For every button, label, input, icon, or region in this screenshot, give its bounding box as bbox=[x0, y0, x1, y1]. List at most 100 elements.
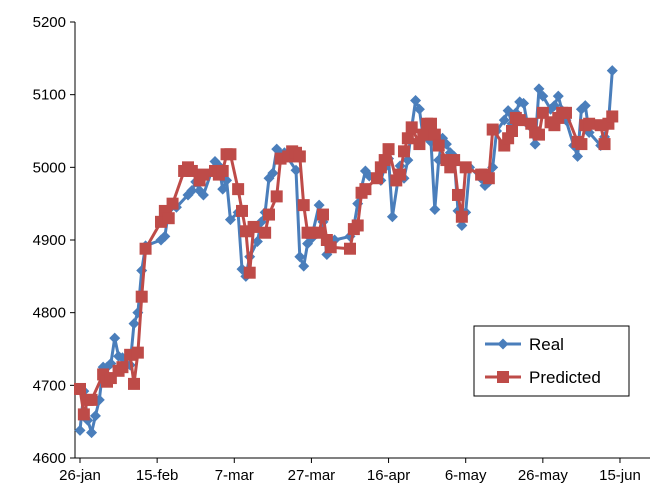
y-tick-label: 5200 bbox=[33, 14, 66, 31]
data-point-predicted bbox=[74, 382, 86, 395]
data-point-predicted bbox=[382, 143, 395, 156]
data-point-real bbox=[572, 150, 584, 162]
data-point-predicted bbox=[243, 266, 256, 279]
x-tick-label: 15-feb bbox=[136, 467, 179, 484]
legend-label: Predicted bbox=[529, 368, 601, 387]
series-layer bbox=[74, 65, 619, 439]
data-point-predicted bbox=[359, 183, 372, 196]
legend-items: Real Predicted bbox=[485, 335, 601, 387]
data-point-real bbox=[537, 90, 549, 102]
data-point-real bbox=[429, 203, 441, 215]
data-point-real bbox=[186, 185, 198, 197]
data-point-predicted bbox=[397, 145, 410, 158]
y-tick-label: 4900 bbox=[33, 232, 66, 249]
data-point-real bbox=[159, 230, 171, 242]
legend-box bbox=[473, 325, 630, 397]
data-point-predicted bbox=[343, 242, 356, 255]
data-point-real bbox=[86, 427, 98, 439]
data-point-predicted bbox=[85, 393, 98, 406]
data-point-predicted bbox=[513, 114, 526, 127]
data-point-predicted bbox=[451, 188, 464, 201]
data-point-predicted bbox=[432, 139, 445, 152]
data-point-predicted bbox=[532, 128, 545, 141]
data-point-predicted bbox=[598, 138, 611, 151]
data-point-real bbox=[109, 332, 121, 344]
data-point-predicted bbox=[394, 168, 407, 181]
data-point-predicted bbox=[455, 210, 468, 223]
x-tick-label: 27-mar bbox=[288, 467, 336, 484]
data-point-real bbox=[298, 260, 310, 272]
data-point-real bbox=[313, 199, 325, 211]
data-point-predicted bbox=[232, 183, 245, 196]
y-tick-label: 5100 bbox=[33, 87, 66, 104]
data-point-real bbox=[386, 211, 398, 223]
data-point-predicted bbox=[459, 161, 472, 174]
data-point-predicted bbox=[127, 377, 140, 390]
data-point-predicted bbox=[224, 148, 237, 161]
data-point-real bbox=[224, 214, 236, 226]
data-point-real bbox=[529, 138, 541, 150]
x-tick-label: 6-may bbox=[445, 467, 487, 484]
legend-item-predicted: Predicted bbox=[485, 368, 601, 387]
y-tick-label: 4600 bbox=[33, 450, 66, 467]
data-point-predicted bbox=[116, 361, 129, 374]
data-point-predicted bbox=[575, 138, 588, 151]
data-point-predicted bbox=[405, 121, 418, 134]
data-point-predicted bbox=[293, 150, 306, 163]
y-axis-ticks: 4600 4700 4800 4900 5000 5100 5200 bbox=[33, 14, 75, 467]
data-point-predicted bbox=[417, 128, 430, 141]
data-point-predicted bbox=[424, 117, 437, 130]
data-point-predicted bbox=[428, 128, 441, 141]
data-point-predicted bbox=[247, 220, 260, 233]
data-point-predicted bbox=[77, 408, 90, 421]
data-point-real bbox=[498, 114, 510, 126]
data-point-predicted bbox=[413, 138, 426, 151]
data-point-real bbox=[294, 251, 306, 263]
x-tick-label: 26-jan bbox=[59, 467, 101, 484]
data-point-predicted bbox=[139, 242, 152, 255]
data-point-real bbox=[128, 318, 140, 330]
legend-square-marker bbox=[497, 371, 509, 383]
x-tick-label: 26-may bbox=[518, 467, 569, 484]
data-point-real bbox=[518, 97, 530, 109]
data-point-real bbox=[89, 410, 101, 422]
data-point-predicted bbox=[583, 117, 596, 130]
data-point-predicted bbox=[606, 110, 619, 123]
data-point-predicted bbox=[259, 226, 272, 239]
y-tick-label: 4700 bbox=[33, 377, 66, 394]
legend-diamond-marker bbox=[497, 338, 509, 350]
data-point-predicted bbox=[370, 172, 383, 185]
data-point-predicted bbox=[559, 106, 572, 119]
data-point-predicted bbox=[401, 132, 414, 145]
data-point-predicted bbox=[270, 190, 283, 203]
data-point-predicted bbox=[486, 123, 499, 136]
data-point-predicted bbox=[216, 164, 229, 177]
data-point-predicted bbox=[297, 199, 310, 212]
x-axis-ticks: 26-jan 15-feb 7-mar 27-mar 16-apr 6-may 26-may… bbox=[59, 458, 641, 484]
data-point-predicted bbox=[316, 208, 329, 221]
data-point-predicted bbox=[197, 168, 210, 181]
data-point-predicted bbox=[536, 106, 549, 119]
data-point-predicted bbox=[135, 290, 148, 303]
data-point-real bbox=[552, 90, 564, 102]
data-point-predicted bbox=[185, 164, 198, 177]
data-point-predicted bbox=[351, 219, 364, 232]
data-point-predicted bbox=[324, 241, 337, 254]
data-point-predicted bbox=[166, 197, 179, 210]
x-tick-label: 16-apr bbox=[367, 467, 410, 484]
x-tick-label: 7-mar bbox=[215, 467, 254, 484]
data-point-predicted bbox=[378, 154, 391, 167]
data-point-real bbox=[217, 183, 229, 195]
data-point-predicted bbox=[448, 154, 461, 167]
data-point-predicted bbox=[162, 212, 175, 225]
legend-label: Real bbox=[529, 335, 564, 354]
data-point-predicted bbox=[505, 125, 518, 137]
series-predicted bbox=[74, 106, 619, 421]
y-tick-label: 4800 bbox=[33, 305, 66, 322]
data-point-real bbox=[74, 424, 86, 436]
data-point-real bbox=[410, 94, 422, 106]
data-point-predicted bbox=[235, 204, 248, 217]
data-point-real bbox=[197, 189, 209, 201]
data-point-real bbox=[290, 164, 302, 176]
y-tick-label: 5000 bbox=[33, 159, 66, 176]
